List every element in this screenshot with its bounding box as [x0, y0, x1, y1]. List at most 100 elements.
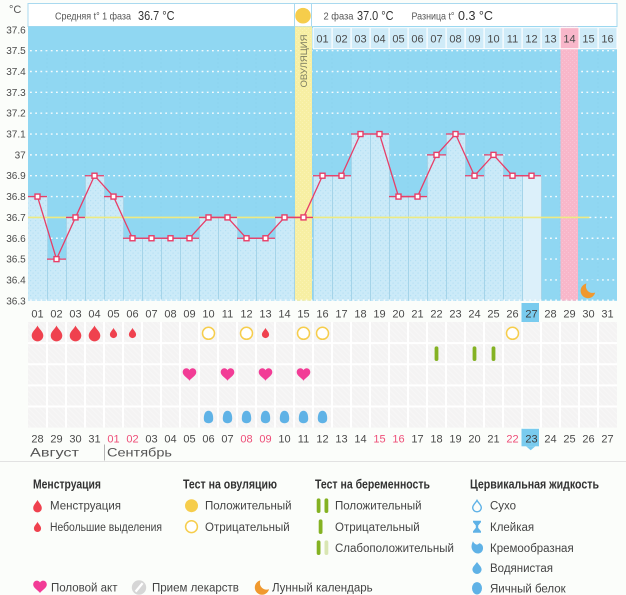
svg-text:Яичный белок: Яичный белок [490, 583, 567, 595]
svg-text:22: 22 [430, 308, 442, 320]
svg-text:04: 04 [164, 433, 176, 445]
svg-text:Кремообразная: Кремообразная [490, 543, 574, 555]
svg-text:06: 06 [411, 34, 423, 46]
svg-text:12: 12 [525, 34, 537, 46]
svg-text:21: 21 [411, 308, 423, 320]
svg-text:07: 07 [221, 433, 233, 445]
svg-text:2 фаза: 2 фаза [324, 11, 354, 23]
svg-text:Тест на беременность: Тест на беременность [315, 478, 430, 492]
svg-text:30: 30 [582, 308, 594, 320]
svg-text:37.2: 37.2 [6, 109, 26, 120]
svg-text:31: 31 [601, 308, 613, 320]
svg-text:°C: °C [9, 4, 21, 16]
svg-text:19: 19 [373, 308, 385, 320]
svg-text:18: 18 [354, 308, 366, 320]
svg-text:17: 17 [335, 308, 347, 320]
svg-text:27: 27 [601, 433, 613, 445]
svg-text:29: 29 [563, 308, 575, 320]
svg-text:04: 04 [373, 34, 385, 46]
svg-text:11: 11 [298, 433, 309, 445]
svg-text:01: 01 [107, 433, 119, 445]
svg-text:Сухо: Сухо [490, 501, 516, 513]
svg-text:10: 10 [202, 308, 214, 320]
svg-text:08: 08 [449, 34, 461, 46]
svg-text:23: 23 [449, 308, 461, 320]
svg-text:Слабоположительный: Слабоположительный [335, 543, 454, 555]
svg-text:37.5: 37.5 [6, 46, 26, 57]
svg-text:Разница t°: Разница t° [412, 11, 455, 23]
svg-text:07: 07 [430, 34, 442, 46]
svg-text:Цервикальная жидкость: Цервикальная жидкость [470, 478, 599, 492]
svg-text:26: 26 [582, 433, 594, 445]
svg-text:36.3: 36.3 [6, 296, 26, 307]
svg-text:36.7 °C: 36.7 °C [138, 9, 175, 23]
svg-text:16: 16 [316, 308, 328, 320]
svg-text:Небольшие выделения: Небольшие выделения [50, 522, 162, 534]
svg-text:36.8: 36.8 [6, 192, 26, 203]
svg-text:01: 01 [316, 34, 328, 46]
svg-text:36.7: 36.7 [6, 213, 26, 224]
svg-text:Положительный: Положительный [335, 501, 422, 513]
svg-text:08: 08 [240, 433, 252, 445]
svg-text:Прием лекарств: Прием лекарств [152, 583, 239, 595]
svg-text:28: 28 [544, 308, 556, 320]
svg-text:02: 02 [50, 308, 62, 320]
svg-text:14: 14 [563, 34, 575, 46]
svg-text:24: 24 [544, 433, 556, 445]
svg-text:Средняя t° 1 фаза: Средняя t° 1 фаза [55, 11, 131, 23]
svg-text:02: 02 [335, 34, 347, 46]
svg-text:28: 28 [31, 433, 43, 445]
svg-text:22: 22 [506, 433, 518, 445]
svg-text:23: 23 [525, 433, 537, 445]
svg-text:06: 06 [202, 433, 214, 445]
svg-text:20: 20 [392, 308, 404, 320]
svg-text:36.4: 36.4 [6, 276, 26, 287]
svg-text:Положительный: Положительный [205, 501, 292, 513]
svg-text:37.4: 37.4 [6, 67, 26, 78]
svg-text:12: 12 [316, 433, 328, 445]
svg-text:29: 29 [50, 433, 62, 445]
svg-text:Водянистая: Водянистая [490, 563, 553, 575]
svg-text:04: 04 [88, 308, 100, 320]
svg-text:Половой акт: Половой акт [51, 583, 118, 595]
svg-text:15: 15 [582, 34, 594, 46]
svg-text:36.9: 36.9 [6, 171, 26, 182]
svg-text:15: 15 [297, 308, 309, 320]
svg-text:11: 11 [222, 308, 233, 320]
svg-text:Лунный календарь: Лунный календарь [272, 583, 373, 595]
svg-text:26: 26 [506, 308, 518, 320]
svg-text:21: 21 [487, 433, 499, 445]
svg-text:0.3 °C: 0.3 °C [458, 9, 493, 23]
svg-text:31: 31 [88, 433, 100, 445]
svg-text:09: 09 [468, 34, 480, 46]
svg-text:03: 03 [354, 34, 366, 46]
svg-text:37.3: 37.3 [6, 88, 26, 99]
svg-text:03: 03 [145, 433, 157, 445]
svg-text:06: 06 [126, 308, 138, 320]
svg-text:ОВУЛЯЦИЯ: ОВУЛЯЦИЯ [299, 35, 309, 88]
svg-text:19: 19 [449, 433, 461, 445]
svg-text:Август: Август [30, 446, 80, 460]
svg-text:07: 07 [145, 308, 157, 320]
svg-text:37.1: 37.1 [6, 130, 26, 141]
svg-text:16: 16 [392, 433, 404, 445]
svg-text:11: 11 [507, 34, 518, 46]
svg-text:36.5: 36.5 [6, 255, 26, 266]
svg-text:02: 02 [126, 433, 138, 445]
svg-text:14: 14 [278, 308, 290, 320]
svg-text:05: 05 [183, 433, 195, 445]
svg-text:13: 13 [335, 433, 347, 445]
svg-text:09: 09 [259, 433, 271, 445]
svg-text:24: 24 [468, 308, 480, 320]
svg-text:18: 18 [430, 433, 442, 445]
svg-text:Менструация: Менструация [33, 478, 101, 492]
svg-text:Отрицательный: Отрицательный [335, 522, 420, 534]
svg-text:25: 25 [487, 308, 499, 320]
svg-text:Менструация: Менструация [50, 501, 121, 513]
svg-text:27: 27 [525, 308, 537, 320]
svg-text:15: 15 [373, 433, 385, 445]
svg-text:03: 03 [69, 308, 81, 320]
svg-text:16: 16 [601, 34, 613, 46]
svg-text:36.6: 36.6 [6, 234, 26, 245]
svg-text:Отрицательный: Отрицательный [205, 522, 290, 534]
